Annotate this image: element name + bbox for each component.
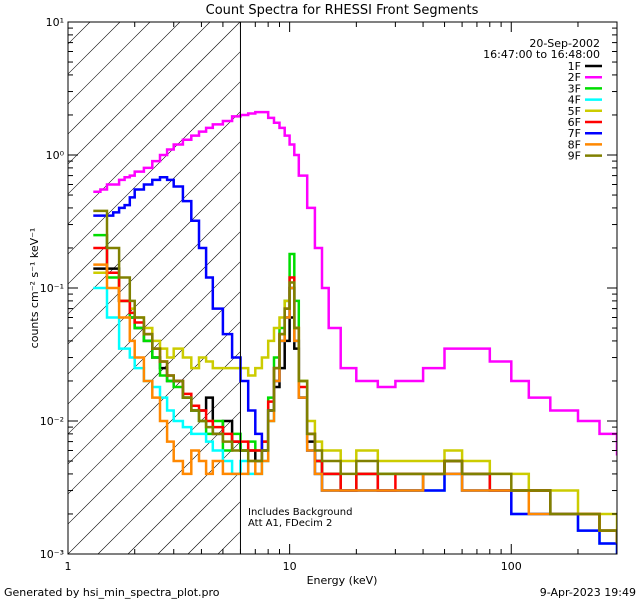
- y-tick-label: 10⁻¹: [40, 282, 64, 295]
- legend-label-9F: 9F: [568, 150, 581, 163]
- axis-ticks: [67, 21, 618, 555]
- hatch-line: [68, 201, 241, 375]
- hatch-line: [68, 22, 151, 105]
- y-axis-label: counts cm⁻² s⁻¹ keV⁻¹: [28, 228, 41, 349]
- series-group: [93, 110, 617, 554]
- hatch-line: [68, 231, 241, 405]
- series-5F-line: [93, 271, 617, 531]
- annotation-background: Includes Background: [248, 507, 352, 518]
- legend-label-4F: 4F: [568, 94, 581, 107]
- hatch-line: [68, 22, 121, 75]
- annotation-attenuator: Att A1, FDecim 2: [248, 518, 332, 529]
- hatch-line: [68, 381, 241, 554]
- x-axis-label: Energy (keV): [307, 574, 378, 587]
- hatch-line: [68, 22, 211, 165]
- series-8F-line: [93, 263, 617, 544]
- hatch-line: [68, 321, 241, 495]
- hatch-line: [97, 411, 241, 554]
- hatch-line: [68, 22, 241, 195]
- hatch-line: [127, 441, 241, 554]
- date-label: 20-Sep-2002: [529, 37, 600, 50]
- y-tick-label: 10⁰: [46, 149, 65, 162]
- hatch-line: [0, 14, 8, 554]
- legend-label-3F: 3F: [568, 82, 581, 95]
- y-tick-label: 10⁻²: [40, 415, 64, 428]
- series-1F-line: [93, 267, 617, 544]
- legend-label-1F: 1F: [568, 60, 581, 73]
- x-tick-label: 10: [283, 560, 297, 573]
- chart-title: Count Spectra for RHESSI Front Segments: [206, 3, 479, 18]
- x-tick-label: 1: [65, 560, 72, 573]
- y-tick-label: 10¹: [46, 16, 64, 29]
- legend-label-5F: 5F: [568, 105, 581, 118]
- hatch-line: [68, 351, 241, 525]
- series-7F-line: [93, 176, 617, 554]
- y-tick-label: 10⁻³: [40, 548, 64, 561]
- hatch-line: [68, 22, 181, 135]
- series-3F-line: [93, 233, 617, 544]
- hatch-line: [68, 81, 241, 255]
- footer-generated-by: Generated by hsi_min_spectra_plot.pro: [4, 586, 220, 599]
- x-tick-labels: 1 10 100: [65, 560, 522, 573]
- hatch-line: [68, 261, 241, 435]
- series-6F-line: [93, 246, 617, 544]
- x-tick-label: 100: [501, 560, 522, 573]
- series-9F-line: [93, 209, 617, 544]
- hatch-line: [68, 141, 241, 315]
- footer-timestamp: 9-Apr-2023 19:49: [540, 586, 636, 599]
- hatch-line: [68, 51, 241, 225]
- legend-label-8F: 8F: [568, 138, 581, 151]
- legend-label-2F: 2F: [568, 71, 581, 84]
- hatch-line: [68, 171, 241, 345]
- y-tick-labels: 10⁻³ 10⁻² 10⁻¹ 10⁰ 10¹: [40, 16, 65, 561]
- background-hatch-region: [0, 14, 241, 554]
- legend-label-7F: 7F: [568, 127, 581, 140]
- legend-label-6F: 6F: [568, 116, 581, 129]
- time-range-label: 16:47:00 to 16:48:00: [483, 48, 600, 61]
- series-2F-line: [93, 110, 617, 456]
